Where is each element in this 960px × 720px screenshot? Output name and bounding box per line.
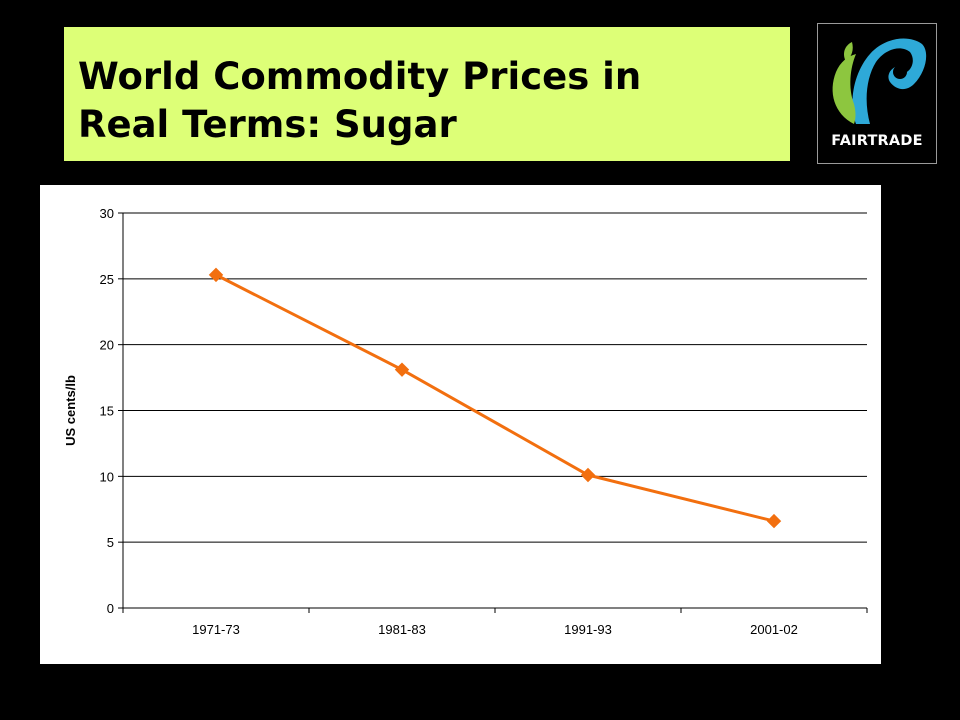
logo-text: FAIRTRADE [831, 133, 923, 149]
y-tick-label: 30 [100, 206, 114, 221]
x-tick-label: 2001-02 [750, 622, 798, 637]
logo-green-leaf [832, 54, 856, 124]
y-tick-label: 25 [100, 272, 114, 287]
data-point-marker [208, 267, 224, 283]
y-tick-label: 15 [100, 404, 114, 419]
data-point-marker [394, 362, 410, 377]
data-point-marker [580, 467, 596, 483]
x-tick-label: 1991-93 [564, 622, 612, 637]
slide-title: World Commodity Prices in Real Terms: Su… [78, 53, 790, 149]
slide-title-line1: World Commodity Prices in [78, 55, 642, 98]
y-tick-label: 20 [100, 338, 114, 353]
slide-title-box: World Commodity Prices in Real Terms: Su… [64, 27, 790, 161]
y-tick-label: 5 [107, 535, 114, 550]
y-axis-label: US cents/lb [63, 375, 78, 446]
x-tick-label: 1971-73 [192, 622, 240, 637]
slide-title-line2: Real Terms: Sugar [78, 103, 457, 146]
logo-green-leaf-small [844, 42, 853, 62]
y-tick-label: 10 [100, 469, 114, 484]
logo-blue-dot [893, 65, 907, 79]
x-tick-label: 1981-83 [378, 622, 426, 637]
series-line [215, 273, 775, 523]
fairtrade-mark-icon [832, 38, 927, 124]
y-tick-label: 0 [107, 601, 114, 616]
fairtrade-logo: FAIRTRADE [817, 23, 937, 164]
data-point-marker [766, 513, 782, 529]
line-chart: 0 5 10 15 20 25 30 1971-73 1981-83 1991-93 2001-02… [63, 206, 868, 637]
chart-area: 0 5 10 15 20 25 30 1971-73 1981-83 1991-93 2001-02… [40, 185, 881, 664]
logo-blue-swoosh [852, 38, 927, 124]
